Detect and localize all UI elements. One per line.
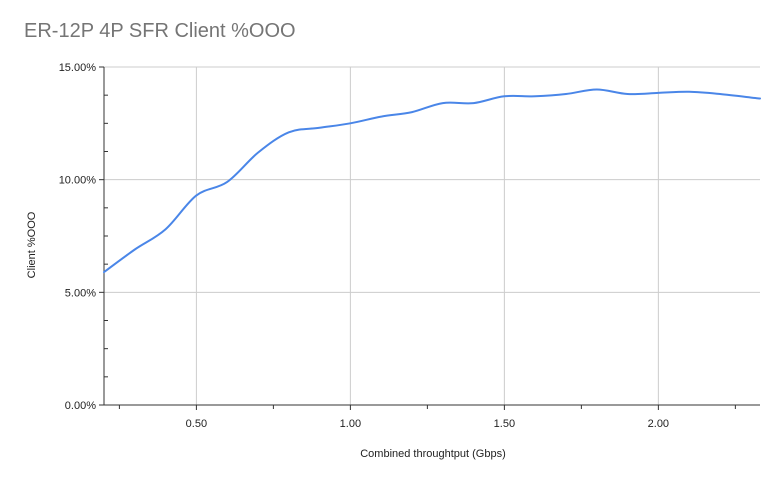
x-tick-label: 0.50 bbox=[186, 418, 207, 430]
y-tick-label: 10.00% bbox=[59, 175, 97, 187]
axes bbox=[103, 67, 760, 406]
y-tick-label: 5.00% bbox=[65, 287, 96, 299]
chart-title: ER-12P 4P SFR Client %OOO bbox=[24, 20, 296, 42]
y-axis-title: Client %OOO bbox=[26, 211, 38, 278]
x-tick-labels: 0.50 1.00 1.50 2.00 bbox=[186, 418, 669, 430]
y-tick-label: 15.00% bbox=[59, 62, 97, 74]
y-tick-labels: 0.00% 5.00% 10.00% 15.00% bbox=[59, 62, 97, 412]
series-lines bbox=[103, 88, 761, 274]
x-tick-label: 1.50 bbox=[494, 418, 515, 430]
x-tick-label: 2.00 bbox=[648, 418, 669, 430]
x-tick-label: 1.00 bbox=[340, 418, 361, 430]
series-line bbox=[103, 88, 761, 274]
x-axis-title: Combined throughtput (Gbps) bbox=[360, 448, 506, 460]
tick-marks bbox=[99, 66, 736, 410]
grid-lines bbox=[104, 66, 760, 405]
y-tick-label: 0.00% bbox=[65, 400, 96, 412]
